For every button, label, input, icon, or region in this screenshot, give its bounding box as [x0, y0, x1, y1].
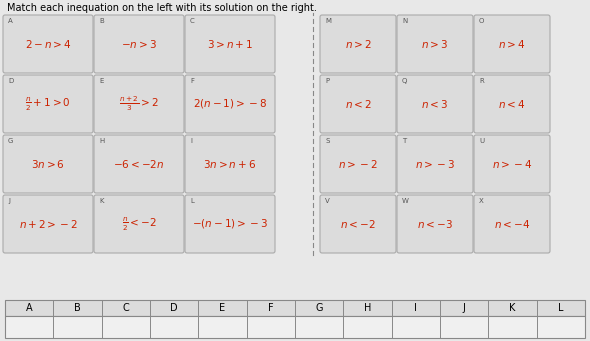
FancyBboxPatch shape	[3, 135, 93, 193]
FancyBboxPatch shape	[474, 195, 550, 253]
Text: I: I	[414, 303, 417, 313]
Text: $-n>3$: $-n>3$	[121, 38, 157, 50]
Text: J: J	[463, 303, 466, 313]
Text: $-(n-1)>-3$: $-(n-1)>-3$	[192, 218, 268, 231]
Text: $n+2>-2$: $n+2>-2$	[18, 218, 77, 230]
Text: $3n>6$: $3n>6$	[31, 158, 65, 170]
Text: Match each inequation on the left with its solution on the right.: Match each inequation on the left with i…	[7, 3, 317, 13]
FancyBboxPatch shape	[185, 15, 275, 73]
Text: K: K	[99, 198, 103, 204]
Text: A: A	[26, 303, 32, 313]
Text: $n<-2$: $n<-2$	[340, 218, 376, 230]
Text: H: H	[99, 138, 104, 144]
FancyBboxPatch shape	[397, 75, 473, 133]
FancyBboxPatch shape	[474, 135, 550, 193]
FancyBboxPatch shape	[320, 15, 396, 73]
FancyBboxPatch shape	[3, 195, 93, 253]
Text: $n>-4$: $n>-4$	[492, 158, 532, 170]
Text: L: L	[190, 198, 194, 204]
FancyBboxPatch shape	[3, 15, 93, 73]
FancyBboxPatch shape	[397, 195, 473, 253]
Text: $n<4$: $n<4$	[499, 98, 526, 110]
Text: H: H	[364, 303, 371, 313]
Text: V: V	[325, 198, 330, 204]
Text: $\frac{n}{2}+1>0$: $\frac{n}{2}+1>0$	[25, 95, 71, 113]
Text: A: A	[8, 18, 13, 24]
Text: N: N	[402, 18, 407, 24]
FancyBboxPatch shape	[397, 135, 473, 193]
Text: K: K	[509, 303, 516, 313]
Text: C: C	[123, 303, 129, 313]
Text: U: U	[479, 138, 484, 144]
Text: B: B	[99, 18, 104, 24]
Bar	[5, 316, 585, 338]
Text: $n>2$: $n>2$	[345, 38, 372, 50]
Text: G: G	[8, 138, 14, 144]
Text: M: M	[325, 18, 331, 24]
Text: E: E	[219, 303, 225, 313]
FancyBboxPatch shape	[94, 75, 184, 133]
Text: W: W	[402, 198, 409, 204]
Text: $n>-2$: $n>-2$	[338, 158, 378, 170]
FancyBboxPatch shape	[185, 75, 275, 133]
Text: $\frac{n+2}{3}>2$: $\frac{n+2}{3}>2$	[119, 95, 159, 113]
Text: $3n>n+6$: $3n>n+6$	[204, 158, 257, 170]
Text: $n>3$: $n>3$	[421, 38, 448, 50]
FancyBboxPatch shape	[185, 195, 275, 253]
FancyBboxPatch shape	[474, 75, 550, 133]
Text: $2-n>4$: $2-n>4$	[25, 38, 71, 50]
FancyBboxPatch shape	[94, 15, 184, 73]
FancyBboxPatch shape	[320, 75, 396, 133]
Text: G: G	[316, 303, 323, 313]
Text: F: F	[268, 303, 274, 313]
Text: O: O	[479, 18, 484, 24]
FancyBboxPatch shape	[94, 195, 184, 253]
Text: L: L	[558, 303, 563, 313]
FancyBboxPatch shape	[397, 15, 473, 73]
Text: S: S	[325, 138, 329, 144]
Text: $3>n+1$: $3>n+1$	[207, 38, 253, 50]
Text: D: D	[8, 78, 13, 84]
Text: $n>4$: $n>4$	[499, 38, 526, 50]
Text: P: P	[325, 78, 329, 84]
Bar	[5, 300, 585, 316]
FancyBboxPatch shape	[474, 15, 550, 73]
Text: X: X	[479, 198, 484, 204]
Text: Q: Q	[402, 78, 407, 84]
Text: B: B	[74, 303, 81, 313]
Text: $n>-3$: $n>-3$	[415, 158, 455, 170]
FancyBboxPatch shape	[3, 75, 93, 133]
Text: T: T	[402, 138, 407, 144]
Text: $n<3$: $n<3$	[421, 98, 448, 110]
Text: C: C	[190, 18, 195, 24]
Text: $2(n-1)>-8$: $2(n-1)>-8$	[193, 98, 267, 110]
Text: R: R	[479, 78, 484, 84]
FancyBboxPatch shape	[185, 135, 275, 193]
Text: $\frac{n}{2}<-2$: $\frac{n}{2}<-2$	[122, 216, 156, 233]
Text: E: E	[99, 78, 103, 84]
FancyBboxPatch shape	[320, 135, 396, 193]
FancyBboxPatch shape	[94, 135, 184, 193]
Text: $-6<-2n$: $-6<-2n$	[113, 158, 165, 170]
Text: F: F	[190, 78, 194, 84]
Text: $n<-3$: $n<-3$	[417, 218, 453, 230]
Text: $n<2$: $n<2$	[345, 98, 372, 110]
FancyBboxPatch shape	[320, 195, 396, 253]
Text: D: D	[171, 303, 178, 313]
Text: I: I	[190, 138, 192, 144]
Text: J: J	[8, 198, 10, 204]
Text: $n<-4$: $n<-4$	[494, 218, 530, 230]
